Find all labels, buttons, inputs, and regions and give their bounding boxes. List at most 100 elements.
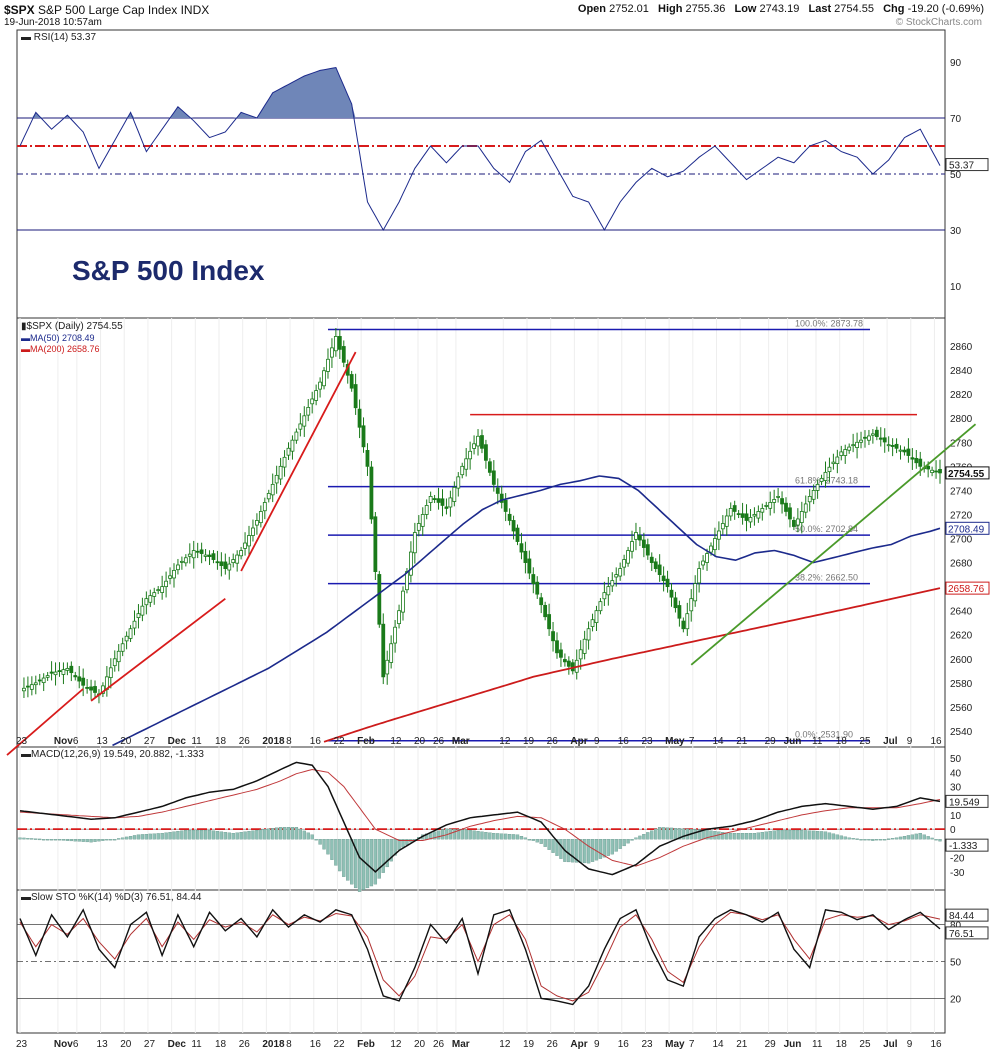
- candle-up: [827, 466, 832, 473]
- candle-down: [665, 578, 670, 588]
- macd-histogram-bar: [184, 830, 188, 840]
- macd-histogram-bar: [101, 839, 105, 841]
- candle-up: [187, 553, 192, 557]
- macd-histogram-bar: [804, 830, 808, 840]
- candle-up: [460, 465, 465, 476]
- macd-histogram-bar: [385, 839, 389, 868]
- macd-histogram-bar: [859, 839, 863, 841]
- price-x-tick-label: 11: [812, 736, 823, 747]
- candle-up: [160, 586, 165, 593]
- candle-up: [634, 532, 638, 540]
- macd-histogram-bar: [330, 839, 334, 860]
- sto-value-badge: [945, 908, 989, 922]
- macd-histogram-bar: [930, 837, 934, 840]
- candle-up: [772, 499, 777, 503]
- macd-histogram-bar: [136, 834, 141, 840]
- macd-histogram-bar: [361, 839, 366, 890]
- candle-down: [527, 558, 532, 574]
- macd-histogram-bar: [867, 839, 871, 841]
- macd-histogram-bar: [906, 835, 911, 840]
- candle-up: [886, 444, 891, 447]
- macd-histogram-bar: [496, 833, 500, 840]
- candle-up: [152, 592, 157, 597]
- macd-histogram-bar: [871, 839, 875, 841]
- candle-up: [172, 569, 176, 579]
- macd-histogram-bar: [918, 833, 922, 840]
- macd-histogram-bar: [53, 839, 58, 841]
- macd-histogram-bar: [642, 834, 646, 840]
- macd-histogram-bar: [555, 839, 559, 856]
- trend-line-red: [90, 597, 226, 702]
- macd-histogram-bar: [350, 839, 354, 885]
- candle-down: [902, 449, 907, 453]
- price-x-tick-label: 18: [215, 736, 227, 747]
- x-axis-tick-label: 21: [736, 1039, 748, 1050]
- macd-histogram-bar: [199, 830, 204, 840]
- candle-down: [673, 597, 678, 609]
- candle-down: [215, 561, 220, 564]
- price-x-tick-label: 13: [97, 736, 109, 747]
- chart-datetime: 19-Jun-2018 10:57am: [4, 17, 102, 28]
- macd-histogram-bar: [488, 832, 492, 840]
- macd-histogram-bar: [823, 831, 828, 840]
- candle-up: [420, 514, 425, 527]
- candle-down: [531, 574, 536, 585]
- macd-histogram-bar: [42, 839, 46, 841]
- macd-histogram-bar: [389, 839, 393, 862]
- macd-histogram-bar: [567, 839, 571, 863]
- candle-down: [515, 527, 520, 542]
- x-axis-tick-label: 2018: [262, 1039, 285, 1050]
- macd-histogram-bar: [472, 830, 476, 840]
- candle-up: [112, 658, 117, 667]
- candle-up: [685, 613, 690, 630]
- macd-histogram-bar: [290, 827, 295, 840]
- macd-histogram-bar: [393, 839, 397, 856]
- macd-histogram-bar: [748, 833, 753, 840]
- candle-up: [45, 675, 50, 678]
- candle-down: [444, 506, 449, 509]
- macd-histogram-bar: [855, 838, 859, 840]
- macd-histogram-bar: [851, 838, 855, 840]
- sto-value-badge-text: 84.44: [949, 911, 974, 922]
- price-x-tick-label: 25: [859, 736, 871, 747]
- candle-up: [582, 638, 587, 654]
- macd-histogram-bar: [922, 834, 926, 840]
- candle-down: [638, 534, 642, 541]
- macd-histogram-bar: [894, 837, 899, 840]
- rsi-legend: ▬ RSI(14) 53.37: [21, 32, 96, 43]
- candle-down: [918, 458, 923, 467]
- macd-histogram-bar: [760, 832, 764, 840]
- macd-histogram-bar: [18, 837, 22, 840]
- candle-down: [641, 539, 646, 548]
- candle-up: [859, 439, 863, 443]
- macd-histogram-bar: [736, 833, 741, 840]
- candle-down: [539, 597, 544, 606]
- price-x-tick-label: 20: [120, 736, 132, 747]
- macd-y-tick-label: 30: [950, 783, 962, 794]
- candle-up: [870, 433, 875, 436]
- macd-histogram-bar: [744, 833, 749, 840]
- candle-up: [424, 505, 429, 515]
- macd-histogram-bar: [219, 831, 224, 840]
- candle-down: [906, 448, 911, 456]
- candle-up: [756, 511, 761, 519]
- macd-histogram-bar: [34, 838, 38, 840]
- macd-histogram-bar: [259, 829, 263, 840]
- candle-down: [369, 466, 374, 520]
- price-x-tick-label: 6: [73, 736, 79, 747]
- candle-up: [235, 554, 240, 564]
- candle-down: [495, 487, 500, 494]
- candle-up: [867, 435, 871, 441]
- candle-down: [507, 513, 512, 521]
- candle-down: [562, 659, 567, 663]
- macd-histogram-bar: [835, 834, 839, 840]
- macd-signal-line: [19, 768, 941, 867]
- candle-up: [120, 643, 125, 652]
- macd-histogram-bar: [255, 830, 259, 840]
- candle-up: [278, 465, 283, 480]
- macd-histogram-bar: [156, 833, 160, 840]
- candle-up: [128, 628, 133, 639]
- candle-up: [626, 550, 630, 564]
- x-axis-tick-label: 14: [713, 1039, 725, 1050]
- candle-down: [890, 445, 895, 447]
